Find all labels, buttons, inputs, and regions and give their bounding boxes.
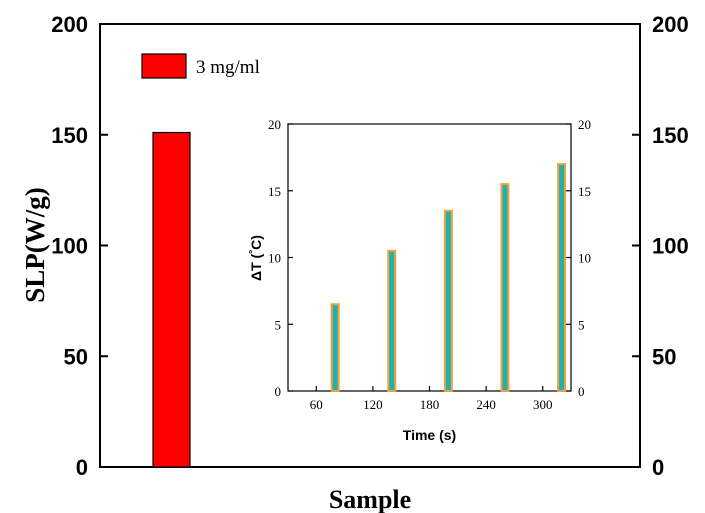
inset-x-tick-label: 120 (363, 397, 383, 412)
inset-x-tick-label: 60 (310, 397, 323, 412)
inset-y-tick-label: 20 (268, 117, 281, 132)
legend-swatch (141, 53, 187, 79)
y-tick-label: 100 (51, 234, 88, 259)
right-y-tick-label: 150 (652, 123, 689, 148)
inset-right-y-tick-label: 20 (578, 117, 591, 132)
y-tick-label: 0 (76, 455, 88, 480)
right-y-tick-label: 50 (652, 344, 676, 369)
inset-right-y-tick-label: 10 (578, 251, 591, 266)
legend-label: 3 mg/ml (196, 57, 260, 78)
inset-y-tick-label: 10 (268, 251, 281, 266)
inset-chart: 0 5 10 15 20 0 5 10 15 20 60 120 180 240 300 Time (s) ΔT… (248, 117, 591, 443)
right-y-tick-label: 200 (652, 12, 689, 37)
inset-bar (500, 183, 510, 392)
inset-right-y-tick-label: 5 (578, 317, 585, 332)
inset-bar (387, 249, 397, 392)
inset-y-tick-label: 0 (275, 384, 282, 399)
y-tick-label: 150 (51, 123, 88, 148)
right-y-tick-label: 100 (652, 234, 689, 259)
inset-frame (287, 123, 572, 392)
inset-right-y-tick-label: 15 (578, 184, 591, 199)
inset-x-axis-title: Time (s) (403, 427, 456, 443)
inset-x-tick-label: 300 (533, 397, 553, 412)
inset-x-tick-label: 180 (420, 397, 440, 412)
inset-right-y-tick-label: 0 (578, 384, 585, 399)
inset-bar (557, 163, 567, 392)
inset-y-tick-label: 5 (275, 317, 282, 332)
x-axis-title: Sample (329, 485, 411, 513)
inset-bar (330, 303, 340, 393)
inset-y-tick-label: 15 (268, 184, 281, 199)
y-axis-title: SLP(W/g) (20, 187, 50, 303)
inset-bar (443, 209, 453, 392)
y-tick-label: 50 (64, 344, 88, 369)
inset-x-tick-label: 240 (476, 397, 496, 412)
y-tick-label: 200 (51, 12, 88, 37)
right-y-tick-label: 0 (652, 455, 664, 480)
inset-y-axis-title: ΔT (°C) (248, 235, 264, 281)
bar-3mg-ml (152, 131, 191, 468)
